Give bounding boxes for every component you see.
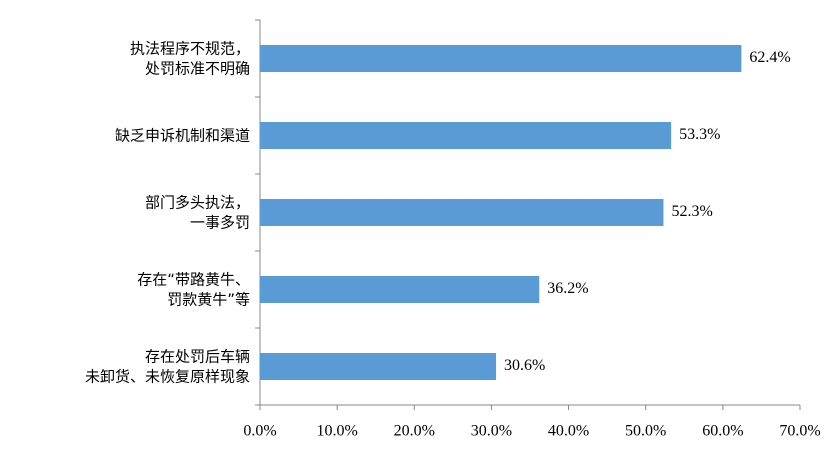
- category-label: 部门多头执法，一事多罚: [145, 193, 250, 231]
- value-label: 62.4%: [749, 49, 790, 66]
- value-label: 36.2%: [547, 280, 588, 297]
- bar: [260, 199, 664, 226]
- x-tick-label: 10.0%: [316, 423, 357, 440]
- x-tick-label: 30.0%: [471, 423, 512, 440]
- x-tick-label: 70.0%: [779, 423, 820, 440]
- bar: [260, 45, 742, 72]
- category-label: 执法程序不规范，处罚标准不明确: [130, 39, 250, 77]
- x-tick-label: 0.0%: [243, 423, 276, 440]
- category-label: 存在“带路黄牛、罚款黄牛”等: [137, 270, 250, 308]
- bar: [260, 353, 497, 380]
- value-label: 52.3%: [671, 203, 712, 220]
- x-tick-label: 20.0%: [394, 423, 435, 440]
- x-tick-label: 40.0%: [548, 423, 589, 440]
- value-label: 30.6%: [504, 357, 545, 374]
- category-label: 缺乏申诉机制和渠道: [115, 126, 250, 144]
- bar: [260, 122, 672, 149]
- x-tick-label: 60.0%: [702, 423, 743, 440]
- value-label: 53.3%: [679, 126, 720, 143]
- category-label: 存在处罚后车辆未卸货、未恢复原样现象: [85, 347, 250, 385]
- bar: [260, 276, 540, 303]
- x-tick-label: 50.0%: [625, 423, 666, 440]
